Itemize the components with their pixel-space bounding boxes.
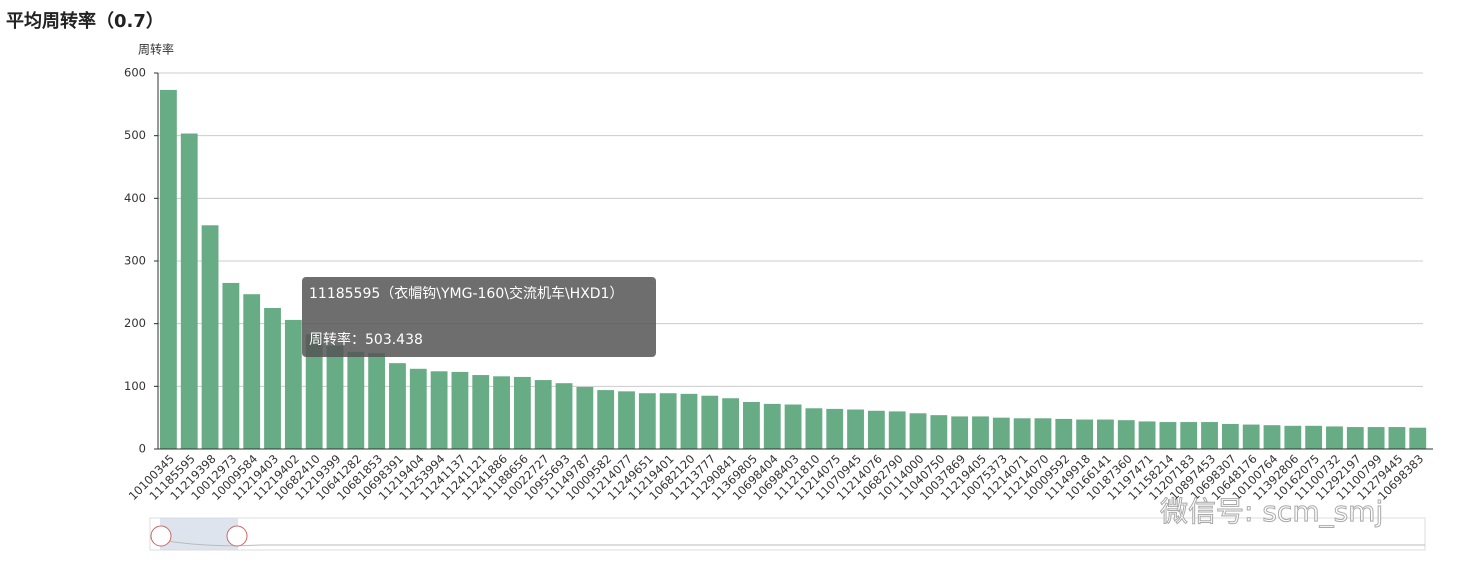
chart-title: 平均周转率（0.7） (6, 10, 164, 32)
bar (451, 371, 469, 449)
bar (493, 376, 510, 449)
bar (1388, 427, 1406, 449)
bar (951, 416, 969, 449)
bar (409, 368, 427, 449)
y-tick-label: 400 (124, 191, 146, 205)
bar (1055, 418, 1073, 449)
bar (784, 404, 802, 449)
bar (222, 282, 240, 449)
bar (159, 89, 177, 450)
bar (1034, 418, 1052, 449)
bar (597, 390, 615, 449)
bar (1138, 421, 1156, 449)
bar (826, 408, 844, 449)
bar (1180, 422, 1198, 449)
bar (347, 351, 365, 449)
bar (638, 393, 656, 449)
bar (534, 380, 552, 449)
y-tick-label: 300 (124, 254, 146, 268)
data-zoom (149, 517, 1426, 551)
bar (930, 415, 948, 449)
bar (1013, 418, 1031, 449)
bar (992, 417, 1010, 449)
tooltip-box (302, 277, 656, 357)
bar (430, 371, 448, 449)
bar (972, 416, 989, 449)
bar (243, 294, 261, 449)
bar (513, 376, 531, 449)
zoom-handle[interactable] (150, 525, 172, 547)
bar (368, 353, 386, 449)
bar (472, 375, 490, 449)
bar (659, 393, 677, 449)
bar (1409, 427, 1427, 449)
bar (701, 395, 719, 449)
bar (763, 403, 781, 449)
bar (1326, 426, 1343, 449)
y-tick-label: 600 (124, 66, 146, 80)
tooltip-text: 周转率：503.438 (309, 331, 423, 348)
bar (722, 398, 740, 449)
bar (264, 308, 281, 449)
zoom-preview (149, 537, 1425, 547)
bar (1097, 419, 1114, 449)
tooltip: 11185595（衣帽钩\YMG-160\交流机车\HXD1） 周转率：503.… (302, 277, 656, 357)
tooltip-title: 11185595（衣帽钩\YMG-160\交流机车\HXD1） (309, 285, 623, 302)
y-tick-label: 200 (124, 316, 146, 330)
y-tick-label: 500 (124, 128, 146, 142)
bar (201, 225, 219, 449)
bar (1284, 425, 1302, 449)
y-tick-label: 100 (124, 379, 146, 393)
bar (618, 391, 635, 449)
bar (743, 402, 760, 449)
watermark: 微信号: scm_smj (1160, 495, 1383, 528)
bar (1076, 419, 1094, 449)
bar (284, 319, 302, 449)
zoom-frame (149, 517, 1426, 551)
bar (1242, 424, 1260, 449)
bar (1159, 422, 1177, 449)
bar (1263, 425, 1281, 449)
bar (888, 411, 906, 449)
bar (1201, 422, 1218, 449)
bar (576, 386, 594, 449)
bar (1221, 423, 1239, 449)
bar (555, 383, 573, 449)
bar (805, 408, 823, 449)
bar (1346, 427, 1364, 449)
y-tick-label: 0 (139, 442, 146, 456)
bar (909, 413, 927, 449)
zoom-handle[interactable] (226, 525, 248, 547)
y-axis-label: 周转率 (138, 42, 174, 57)
bar (389, 363, 406, 449)
bar (1367, 427, 1385, 449)
bar (680, 393, 698, 449)
bar (867, 410, 885, 449)
bar (305, 334, 323, 449)
bar (180, 133, 198, 449)
bar (847, 409, 864, 449)
bar (1117, 420, 1135, 449)
bar (1305, 425, 1323, 449)
bar (326, 345, 344, 449)
